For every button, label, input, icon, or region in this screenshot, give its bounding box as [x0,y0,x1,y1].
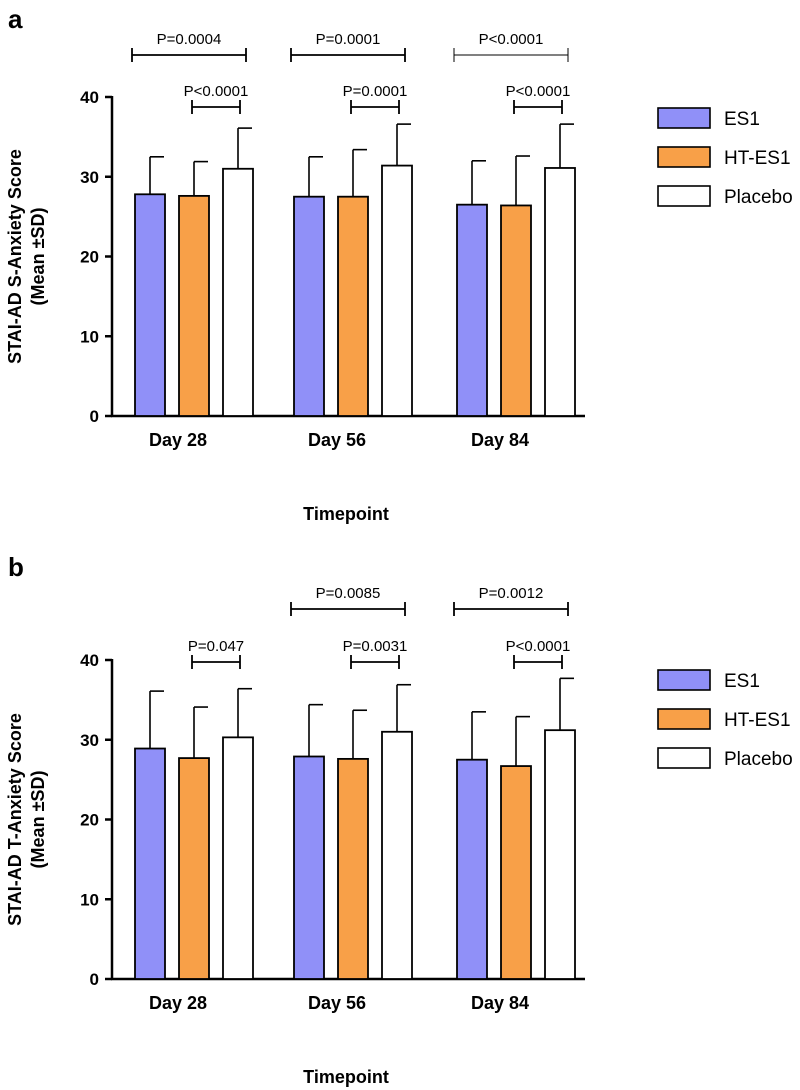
bar-ht-es1-2 [337,195,369,417]
significance-bracket: P=0.0004 [131,31,247,62]
x-category-label: Day 28 [149,430,207,450]
panel-b: b STAI-AD T-Anxiety Score (Mean ±SD) 0 10 20 3… [5,552,793,1087]
significance-bracket: P<0.0001 [453,31,569,62]
panel-a: a STAI-AD S-Anxiety Score (Mean ±SD) 0 10 20 3… [5,4,793,524]
bar-placebo-1 [222,736,254,980]
p-value-label: P=0.047 [188,638,244,655]
legend-label: ES1 [724,671,760,692]
y-tick-label: 40 [80,88,99,107]
bar-es1-3 [456,203,488,417]
x-category-label: Day 84 [471,993,529,1013]
y-tick-label: 10 [80,327,99,346]
bar-ht-es1-1 [178,757,210,980]
y-axis-title: STAI-AD S-Anxiety Score [5,149,25,364]
bar-placebo-3 [544,167,576,417]
x-category-label: Day 56 [308,430,366,450]
legend-item-es1: ES1 [657,107,760,130]
bar-es1-2 [293,195,325,417]
p-value-label: P=0.0004 [157,31,222,48]
legend-label: HT-ES1 [724,148,791,169]
significance-bracket: P=0.0012 [453,585,569,616]
bar-placebo-2 [381,730,413,980]
legend-label: ES1 [724,109,760,130]
y-axis-title-sub: (Mean ±SD) [28,208,48,306]
bar-es1-1 [134,193,166,417]
significance-bracket: P=0.0001 [290,31,406,62]
bar-ht-es1-3 [500,765,532,980]
bar-es1-2 [293,755,325,980]
legend-label: Placebo [724,187,793,208]
significance-bracket: P<0.0001 [184,83,249,114]
legend-item-placebo: Placebo [657,747,793,770]
bar-placebo-1 [222,167,254,417]
y-tick-label: 0 [90,970,99,989]
y-tick-label: 40 [80,651,99,670]
significance-bracket: P=0.0001 [343,83,408,114]
x-axis-title: Timepoint [303,1067,389,1087]
y-tick-label: 0 [90,407,99,426]
legend-item-es1: ES1 [657,669,760,692]
panel-letter: a [8,4,23,34]
bar-ht-es1-1 [178,194,210,417]
y-axis-title: STAI-AD T-Anxiety Score [5,713,25,926]
x-axis-title: Timepoint [303,504,389,524]
bar-ht-es1-2 [337,757,369,980]
y-tick-label: 20 [80,248,99,267]
bar-es1-3 [456,758,488,980]
legend-swatch [657,146,711,168]
significance-bracket: P<0.0001 [506,638,571,669]
p-value-label: P=0.0001 [316,31,381,48]
bar-ht-es1-3 [500,204,532,417]
y-tick-label: 20 [80,811,99,830]
p-value-label: P<0.0001 [184,83,249,100]
y-axis-title-sub: (Mean ±SD) [28,771,48,869]
legend-swatch [657,669,711,691]
legend-swatch [657,708,711,730]
legend-swatch [657,747,711,769]
x-category-label: Day 56 [308,993,366,1013]
panel-letter: b [8,552,24,582]
y-tick-label: 30 [80,168,99,187]
p-value-label: P=0.0085 [316,585,381,602]
p-value-label: P=0.0012 [479,585,544,602]
legend-item-ht-es1: HT-ES1 [657,146,791,169]
x-category-label: Day 28 [149,993,207,1013]
p-value-label: P<0.0001 [506,638,571,655]
bar-placebo-2 [381,164,413,417]
legend-swatch [657,185,711,207]
legend-item-placebo: Placebo [657,185,793,208]
significance-bracket: P<0.0001 [506,83,571,114]
significance-bracket: P=0.0031 [343,638,408,669]
legend-swatch [657,107,711,129]
p-value-label: P=0.0001 [343,83,408,100]
x-category-label: Day 84 [471,430,529,450]
y-tick-label: 30 [80,731,99,750]
y-tick-label: 10 [80,890,99,909]
legend-item-ht-es1: HT-ES1 [657,708,791,731]
significance-bracket: P=0.047 [188,638,244,669]
bar-es1-1 [134,747,166,980]
p-value-label: P<0.0001 [506,83,571,100]
significance-bracket: P=0.0085 [290,585,406,616]
legend-label: HT-ES1 [724,710,791,731]
bar-placebo-3 [544,729,576,980]
p-value-label: P<0.0001 [479,31,544,48]
legend-label: Placebo [724,749,793,770]
p-value-label: P=0.0031 [343,638,408,655]
